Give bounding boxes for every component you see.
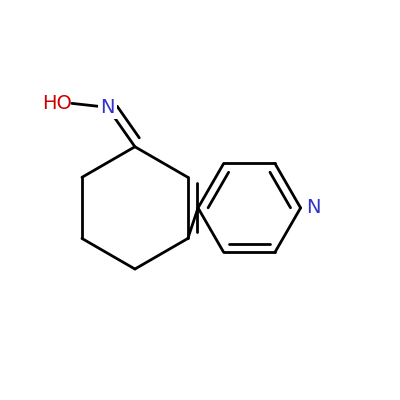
Text: HO: HO bbox=[42, 94, 72, 113]
Text: N: N bbox=[100, 98, 114, 117]
Text: N: N bbox=[306, 198, 321, 217]
